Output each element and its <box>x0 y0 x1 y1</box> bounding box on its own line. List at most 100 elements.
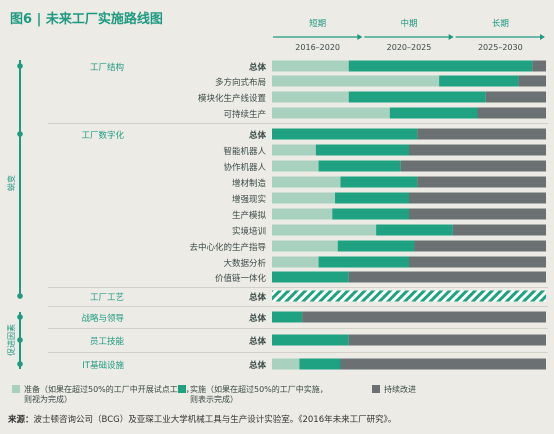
legend-swatch-continuous <box>372 385 380 393</box>
bar-impl <box>272 128 418 140</box>
bar-continuous <box>452 224 546 236</box>
bar-continuous <box>400 160 546 172</box>
bar-impl <box>348 91 486 103</box>
row-label: 智能机器人 <box>223 146 266 157</box>
bar-continuous <box>485 91 546 103</box>
group-marker <box>17 293 23 299</box>
bar-impl <box>335 192 409 204</box>
bar-impl <box>332 208 409 220</box>
side-label-lower: 促进因素 <box>6 324 16 356</box>
legend-text-continuous: 持续改进 <box>384 384 416 394</box>
group-name: 工厂工艺 <box>90 293 124 303</box>
bar-impl <box>272 311 303 323</box>
bar-prep <box>272 107 390 119</box>
bar-prep <box>272 358 300 370</box>
source-note: 来源：波士顿咨询公司（BCG）及亚琛工业大学机械工具与生产设计实验室。《2016… <box>8 413 548 425</box>
bar-impl <box>272 271 349 283</box>
bar-impl <box>439 75 519 87</box>
source-text: 波士顿咨询公司（BCG）及亚琛工业大学机械工具与生产设计实验室。《2016年未来… <box>33 415 397 425</box>
phase-range: 2020–2025 <box>387 43 432 52</box>
row-label: 去中心化的生产指导 <box>189 242 266 253</box>
row-label: 总体 <box>249 62 267 73</box>
phase-header: 短期 2016–2020 中期 2020–2025 长期 2025–2030 <box>273 18 545 52</box>
bar-continuous <box>417 176 546 188</box>
bar-continuous <box>414 240 546 252</box>
group-name: 员工技能 <box>90 336 125 347</box>
source-label: 来源： <box>8 415 34 425</box>
bar-prep <box>272 208 333 220</box>
row-label: 大数据分析 <box>223 258 266 269</box>
legend-swatch-impl <box>178 385 186 393</box>
row-label: 总体 <box>249 313 267 324</box>
row-label: 总体 <box>249 360 267 371</box>
bar-prep <box>272 240 338 252</box>
legend-text-prep: 准备（如果在超过50%的工厂中开展试点工作，则视为完成） <box>24 384 194 404</box>
bar-prep <box>272 60 349 72</box>
bar-impl <box>340 176 418 188</box>
bar-impl <box>318 256 409 268</box>
bar-hatched <box>272 290 546 302</box>
phase-name: 长期 <box>492 18 509 29</box>
group-marker <box>17 361 23 367</box>
bar-continuous <box>340 358 546 370</box>
group-marker <box>17 63 23 69</box>
bar-continuous <box>409 208 546 220</box>
bar-impl <box>315 144 409 156</box>
bar-prep <box>272 176 341 188</box>
bar-impl <box>299 358 341 370</box>
bar-continuous <box>532 60 546 72</box>
group-marker <box>17 131 23 137</box>
bar-impl <box>348 60 533 72</box>
group-marker <box>17 337 23 343</box>
row-label: 多方向式布局 <box>215 77 266 88</box>
bar-prep <box>272 144 316 156</box>
phase-name: 短期 <box>309 18 326 29</box>
legend-line: 实施（如果在超过50%的工厂中实施， <box>190 384 328 394</box>
bar-prep <box>272 224 377 236</box>
bar-prep <box>272 160 319 172</box>
legend: 准备（如果在超过50%的工厂中开展试点工作，则视为完成）实施（如果在超过50%的… <box>12 384 416 404</box>
bar-continuous <box>518 75 546 87</box>
phase-range: 2016–2020 <box>295 43 340 52</box>
bar-continuous <box>409 144 546 156</box>
bar-impl <box>272 334 349 346</box>
group-name: IT基础设施 <box>82 360 124 371</box>
row-label: 增材制造 <box>232 178 267 189</box>
row-label: 模块化生产线设置 <box>198 93 267 104</box>
bar-impl <box>376 224 453 236</box>
row-label: 总体 <box>249 336 267 347</box>
phase-arrow <box>448 34 454 40</box>
group-name: 工厂结构 <box>90 62 124 73</box>
phase-name: 中期 <box>400 18 417 29</box>
row-label: 总体 <box>249 130 267 141</box>
group-name: 战略与领导 <box>81 313 124 324</box>
bar-impl <box>337 240 415 252</box>
bar-prep <box>272 256 319 268</box>
bar-continuous <box>348 334 546 346</box>
bar-continuous <box>409 192 546 204</box>
legend-line: 则表示完成） <box>190 394 238 404</box>
phase-arrow <box>540 34 545 40</box>
bar-impl <box>318 160 401 172</box>
row-label: 协作机器人 <box>223 162 266 173</box>
phase-range: 2025–2030 <box>478 43 523 52</box>
legend-text-impl: 实施（如果在超过50%的工厂中实施，则表示完成） <box>190 384 328 404</box>
legend-line: 则视为完成） <box>24 394 72 404</box>
bar-prep <box>272 75 440 87</box>
legend-swatch-prep <box>12 385 20 393</box>
row-label: 价值链一体化 <box>215 273 267 284</box>
row-label: 增强现实 <box>232 194 266 205</box>
phase-arrow <box>357 34 363 40</box>
bar-continuous <box>417 128 546 140</box>
bar-prep <box>272 192 336 204</box>
row-label: 生产模拟 <box>232 210 267 221</box>
bar-prep <box>272 91 349 103</box>
chart-title: 图6 | 未来工厂实施路线图 <box>10 12 163 27</box>
row-label: 总体 <box>249 292 267 303</box>
bar-continuous <box>477 107 546 119</box>
legend-line: 准备（如果在超过50%的工厂中开展试点工作， <box>24 384 194 394</box>
row-label: 可持续生产 <box>223 109 266 120</box>
